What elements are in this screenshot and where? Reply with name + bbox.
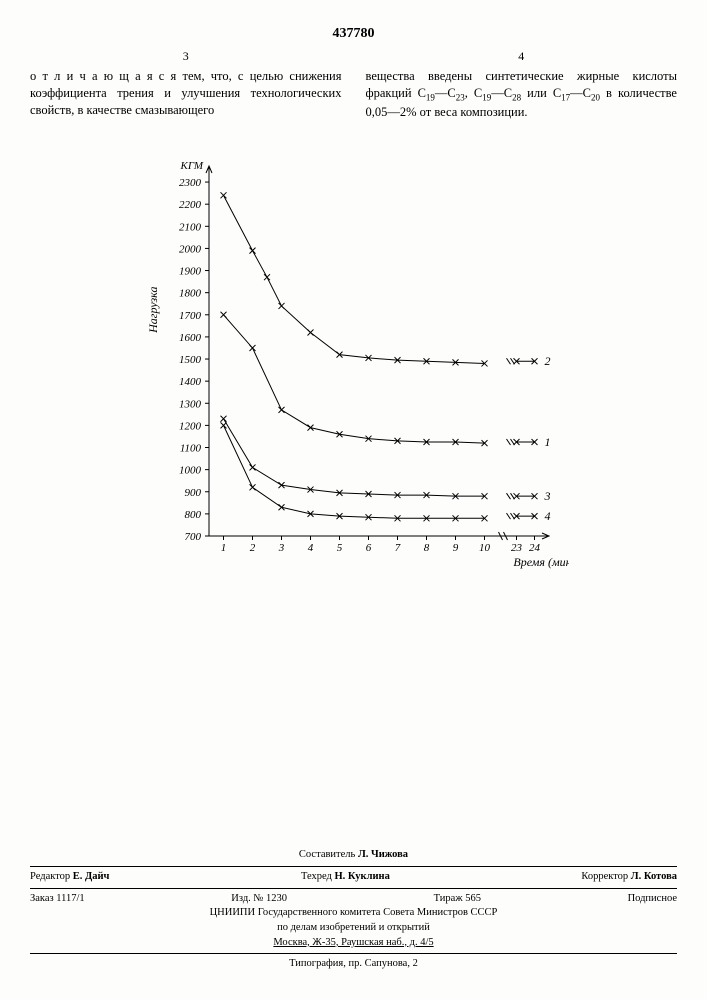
sub5: 17: [561, 93, 570, 103]
svg-text:9: 9: [452, 542, 458, 554]
divider-1: [30, 866, 677, 867]
izd: Изд. № 1230: [231, 892, 287, 907]
svg-text:1: 1: [544, 435, 550, 449]
svg-text:6: 6: [365, 542, 371, 554]
doc-number: 437780: [30, 26, 677, 42]
footer: Составитель Л. Чижова Редактор Е. Дайч Т…: [30, 848, 677, 972]
svg-text:1800: 1800: [179, 287, 202, 299]
svg-text:3: 3: [277, 542, 284, 554]
svg-text:4: 4: [307, 542, 313, 554]
svg-text:4: 4: [544, 509, 550, 523]
editor-label: Редактор: [30, 871, 70, 882]
svg-text:1700: 1700: [179, 309, 202, 321]
tech: Н. Куклина: [335, 871, 390, 882]
left-text: о т л и ч а ю щ а я с я тем, что, с цель…: [30, 69, 342, 117]
svg-text:1: 1: [220, 542, 226, 554]
corrector: Л. Котова: [631, 871, 677, 882]
svg-text:КГМ: КГМ: [179, 160, 203, 172]
svg-text:2000: 2000: [179, 243, 202, 255]
tech-label: Техред: [301, 871, 332, 882]
divider-3: [30, 953, 677, 954]
tirazh: Тираж 565: [434, 892, 481, 907]
compiler: Л. Чижова: [358, 849, 408, 860]
svg-text:1100: 1100: [179, 442, 201, 454]
svg-text:1900: 1900: [179, 265, 202, 277]
editor: Е. Дайч: [73, 871, 110, 882]
order: Заказ 1117/1: [30, 892, 85, 907]
compiler-label: Составитель: [299, 849, 355, 860]
svg-text:1200: 1200: [179, 420, 202, 432]
divider-2: [30, 888, 677, 889]
svg-text:1300: 1300: [179, 398, 202, 410]
svg-text:1000: 1000: [179, 464, 202, 476]
svg-text:Время (мин): Время (мин): [513, 555, 569, 569]
svg-text:2300: 2300: [179, 177, 202, 189]
right-text-b: —C: [435, 86, 456, 100]
right-text-e: или C: [521, 86, 561, 100]
svg-text:Нагрузка: Нагрузка: [146, 286, 160, 333]
svg-text:1400: 1400: [179, 376, 202, 388]
addr: Москва, Ж-35, Раушская наб., д. 4/5: [30, 936, 677, 951]
svg-text:1500: 1500: [179, 354, 202, 366]
sub3: 19: [482, 93, 491, 103]
svg-text:2200: 2200: [179, 199, 202, 211]
svg-text:800: 800: [184, 508, 201, 520]
svg-text:2100: 2100: [179, 221, 202, 233]
sub4: 28: [512, 93, 521, 103]
org1: ЦНИИПИ Государственного комитета Совета …: [30, 906, 677, 921]
left-col-num: 3: [30, 48, 342, 64]
svg-text:700: 700: [184, 531, 201, 543]
corrector-label: Корректор: [581, 871, 628, 882]
svg-text:5: 5: [336, 542, 342, 554]
svg-text:8: 8: [423, 542, 429, 554]
podpis: Подписное: [628, 892, 677, 907]
svg-text:2: 2: [544, 354, 550, 368]
chart-container: 700 800 900 1000 1100 1200 1300 1400 1500 1600 170…: [30, 151, 677, 581]
printer: Типография, пр. Сапунова, 2: [30, 957, 677, 972]
svg-text:3: 3: [543, 489, 550, 503]
text-columns: 3 о т л и ч а ю щ а я с я тем, что, с це…: [30, 48, 677, 121]
right-col-num: 4: [366, 48, 678, 64]
sub1: 19: [426, 93, 435, 103]
left-column: 3 о т л и ч а ю щ а я с я тем, что, с це…: [30, 48, 342, 121]
org2: по делам изобретений и открытий: [30, 921, 677, 936]
svg-text:2: 2: [249, 542, 255, 554]
right-text-d: —C: [491, 86, 512, 100]
svg-text:23: 23: [511, 542, 523, 554]
svg-text:7: 7: [394, 542, 400, 554]
svg-text:1600: 1600: [179, 331, 202, 343]
svg-text:10: 10: [479, 542, 491, 554]
right-text-c: , C: [465, 86, 483, 100]
svg-text:900: 900: [184, 486, 201, 498]
page: 437780 3 о т л и ч а ю щ а я с я тем, чт…: [0, 0, 707, 1000]
right-column: 4 вещества введены синтетические жирные …: [366, 48, 678, 121]
sub6: 20: [591, 93, 600, 103]
right-text-f: —C: [570, 86, 591, 100]
svg-text:24: 24: [529, 542, 541, 554]
sub2: 23: [456, 93, 465, 103]
load-time-chart: 700 800 900 1000 1100 1200 1300 1400 1500 1600 170…: [139, 151, 569, 581]
